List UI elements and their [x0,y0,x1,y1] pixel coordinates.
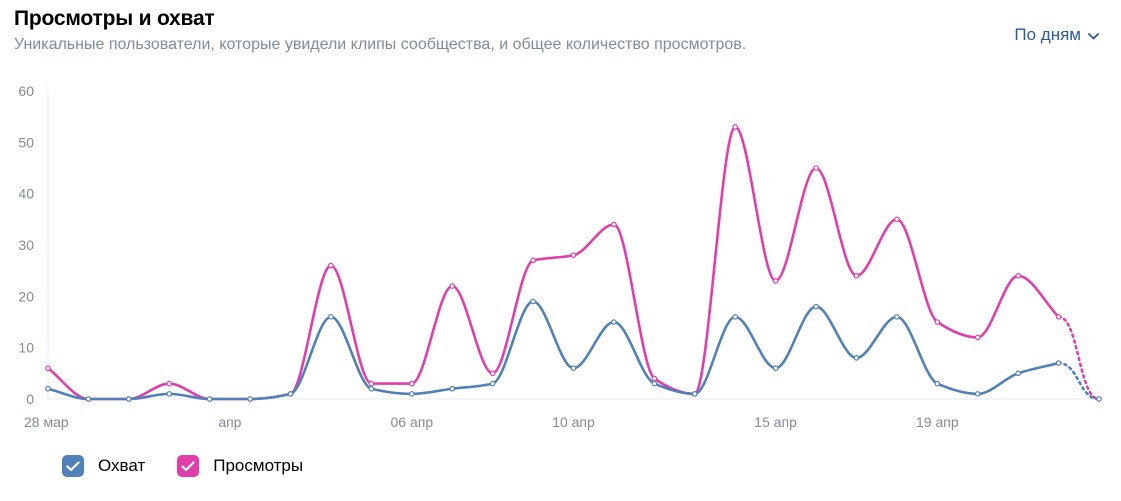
legend-item-reach[interactable]: Охват [62,455,145,477]
data-point[interactable] [732,314,738,320]
checkbox-reach[interactable] [62,455,84,477]
legend-item-views[interactable]: Просмотры [177,455,303,477]
data-point[interactable] [489,380,496,387]
data-point[interactable] [287,391,294,397]
data-point[interactable] [651,380,658,387]
data-point[interactable] [1096,396,1102,402]
data-point[interactable] [166,391,173,397]
y-tick-label: 60 [18,83,34,99]
data-point[interactable] [126,396,132,402]
data-point[interactable] [813,165,819,171]
data-point[interactable] [570,252,577,259]
series-forecast-line [1057,315,1101,401]
data-point[interactable] [772,278,779,284]
series-line-views [46,125,1060,401]
data-point[interactable] [45,385,51,392]
data-point[interactable] [691,391,698,397]
data-point[interactable] [1015,272,1021,279]
x-tick-label: 15 апр [754,414,797,430]
data-point[interactable] [974,391,981,397]
y-tick-label: 30 [18,237,34,253]
data-point[interactable] [1015,370,1021,377]
data-point[interactable] [45,365,51,372]
data-point[interactable] [409,391,415,397]
data-point[interactable] [409,380,415,387]
data-point[interactable] [328,262,334,269]
data-point[interactable] [974,334,981,341]
data-point[interactable] [449,283,456,289]
data-point[interactable] [1055,314,1062,320]
data-point[interactable] [206,396,213,402]
legend-label-reach: Охват [98,456,146,475]
data-point[interactable] [85,396,92,402]
x-tick-label: 06 апр [390,414,433,430]
data-point[interactable] [570,365,577,372]
data-point[interactable] [1055,360,1062,366]
data-point[interactable] [530,257,536,264]
data-point[interactable] [530,298,536,305]
chart-subtitle: Уникальные пользователи, которые увидели… [14,36,747,53]
data-point[interactable] [247,396,253,402]
y-tick-label: 50 [18,134,34,150]
data-point[interactable] [611,221,617,228]
data-point[interactable] [894,216,900,223]
period-dropdown-label: По дням [1014,25,1081,44]
series-line-reach [46,300,1060,401]
data-point[interactable] [732,124,738,130]
data-point[interactable] [166,380,173,387]
x-tick-label: апр [218,414,241,430]
x-tick-label: 19 апр [916,414,959,430]
checkbox-views[interactable] [177,455,200,477]
x-tick-label: 10 апр [552,414,595,430]
data-point[interactable] [813,303,819,310]
data-point[interactable] [853,355,860,361]
chart-title: Просмотры и охват [14,7,215,30]
line-chart: 0 10 20 30 40 50 60 28 мар апр 06 апр 10 апр 15 ап… [18,83,1102,430]
y-tick-label: 40 [18,186,34,202]
data-point[interactable] [489,370,496,377]
data-point[interactable] [651,375,658,382]
data-point[interactable] [368,385,375,392]
data-point[interactable] [449,385,456,392]
data-point[interactable] [853,272,860,279]
period-dropdown[interactable]: По дням [1014,25,1099,45]
y-tick-label: 10 [18,340,34,356]
checkmark-icon [66,460,80,471]
data-point[interactable] [934,380,941,387]
y-tick-label: 0 [26,391,34,407]
checkmark-icon [181,460,195,471]
chevron-down-icon [1088,29,1099,43]
x-tick-label: 28 мар [24,414,69,430]
data-point[interactable] [894,314,900,320]
data-point[interactable] [328,314,334,320]
data-point[interactable] [934,319,941,325]
chart-legend: Охват Просмотры [62,455,335,477]
legend-label-views: Просмотры [213,456,304,475]
data-point[interactable] [611,319,617,325]
data-point[interactable] [368,380,375,387]
y-tick-label: 20 [18,288,34,304]
series-forecast-line [1057,361,1101,401]
data-point[interactable] [772,365,779,372]
